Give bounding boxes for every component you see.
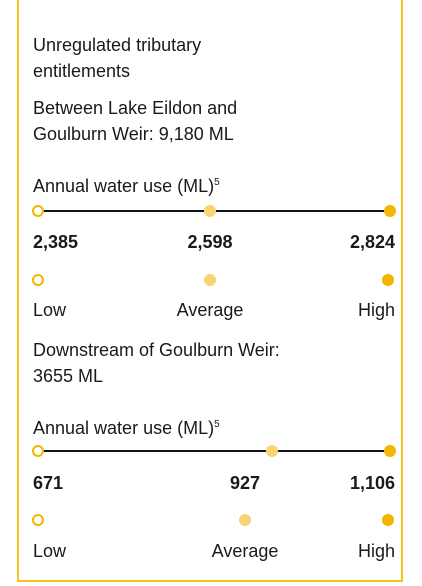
section-heading: Between Lake Eildon and <box>33 98 238 118</box>
legend-dot <box>382 514 394 526</box>
range-dot <box>32 445 44 457</box>
subheading: Annual water use (ML)5 <box>33 412 220 441</box>
range-dot <box>32 205 44 217</box>
range-dot <box>384 445 396 457</box>
value: 1,106 <box>349 473 395 493</box>
title: Unregulated tributary <box>33 35 202 55</box>
subheading-text: Annual water use (ML) <box>33 176 215 196</box>
range-line <box>38 450 390 452</box>
legend-dot <box>32 274 44 286</box>
legend-dot <box>32 514 44 526</box>
footnote: 5 <box>214 177 220 188</box>
legend-dot <box>382 274 394 286</box>
label: High <box>357 541 395 561</box>
range-dot <box>204 205 216 217</box>
legend-dot <box>204 274 216 286</box>
range-dot <box>384 205 396 217</box>
section-heading: Goulburn Weir: 9,180 ML <box>33 124 234 144</box>
value: 2,598 <box>187 232 233 252</box>
label: Average <box>211 541 279 561</box>
label: Low <box>33 300 67 320</box>
value: 2,824 <box>349 232 395 252</box>
legend-dot <box>239 514 251 526</box>
title: entitlements <box>33 61 131 81</box>
label: Average <box>176 300 244 320</box>
label: Low <box>33 541 67 561</box>
card <box>17 0 403 582</box>
subheading: Annual water use (ML)5 <box>33 170 220 199</box>
value: 927 <box>229 473 261 493</box>
label: High <box>357 300 395 320</box>
value: 2,385 <box>33 232 79 252</box>
section-heading: Downstream of Goulburn Weir: <box>33 340 280 360</box>
section-heading: 3655 ML <box>33 366 104 386</box>
footnote: 5 <box>214 419 220 430</box>
subheading-text: Annual water use (ML) <box>33 418 215 438</box>
range-dot <box>266 445 278 457</box>
value: 671 <box>33 473 64 493</box>
